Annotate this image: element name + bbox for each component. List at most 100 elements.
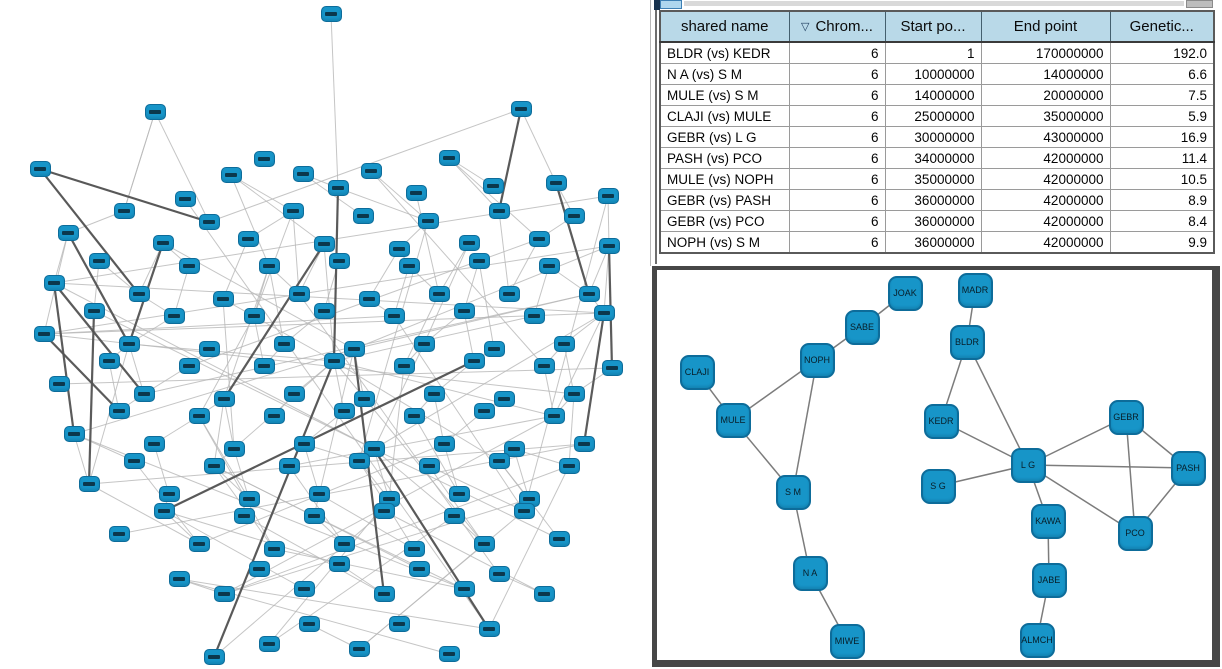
edge[interactable]	[223, 398, 235, 450]
edge[interactable]	[966, 341, 1029, 466]
network-node[interactable]	[133, 386, 155, 402]
network-node[interactable]	[343, 341, 365, 357]
network-node[interactable]	[233, 508, 255, 524]
edge[interactable]	[43, 333, 120, 412]
table-cell[interactable]: 10000000	[884, 63, 982, 85]
network-node[interactable]	[178, 258, 200, 274]
edge[interactable]	[520, 108, 557, 184]
edge[interactable]	[438, 242, 470, 295]
network-node[interactable]	[383, 308, 405, 324]
edge[interactable]	[268, 515, 455, 645]
table-cell[interactable]: 42000000	[980, 189, 1111, 211]
table-cell[interactable]: 42000000	[980, 210, 1111, 232]
network-node[interactable]	[463, 353, 485, 369]
table-row[interactable]: MULE (vs) S M 6 14000000 20000000 7.5	[659, 84, 1215, 106]
network-node[interactable]	[328, 253, 350, 269]
network-node-miwe[interactable]: MIWE	[829, 623, 865, 659]
edge[interactable]	[448, 157, 500, 212]
network-node-gebr[interactable]: GEBR	[1108, 399, 1144, 435]
network-node[interactable]	[282, 203, 304, 219]
table-row[interactable]: NOPH (vs) S M 6 36000000 42000000 9.9	[659, 231, 1215, 254]
network-node[interactable]	[78, 476, 100, 492]
network-node[interactable]	[178, 358, 200, 374]
network-node[interactable]	[423, 386, 445, 402]
table-row[interactable]: GEBR (vs) PASH 6 36000000 42000000 8.9	[659, 189, 1215, 211]
table-cell[interactable]: 6	[788, 105, 886, 127]
network-node[interactable]	[220, 167, 242, 183]
table-tab[interactable]	[660, 0, 682, 9]
table-cell[interactable]: 8.4	[1109, 210, 1215, 232]
network-node[interactable]	[144, 104, 166, 120]
network-node[interactable]	[428, 286, 450, 302]
network-node-sabe[interactable]: SABE	[844, 309, 880, 345]
table-cell[interactable]: 42000000	[980, 168, 1111, 190]
network-node[interactable]	[323, 353, 345, 369]
edge[interactable]	[553, 312, 605, 417]
network-node-madr[interactable]: MADR	[957, 272, 993, 308]
network-node-jabe[interactable]: JABE	[1031, 562, 1067, 598]
network-node[interactable]	[403, 541, 425, 557]
network-node-s-g[interactable]: S G	[920, 468, 956, 504]
edge[interactable]	[303, 443, 320, 495]
edge[interactable]	[478, 260, 495, 350]
network-node[interactable]	[405, 185, 427, 201]
network-node[interactable]	[478, 621, 500, 637]
table-cell[interactable]: 7.5	[1109, 84, 1215, 106]
network-node[interactable]	[363, 441, 385, 457]
network-node-l-g[interactable]: L G	[1010, 447, 1046, 483]
column-header-1[interactable]: ▽ Chrom...	[788, 10, 886, 43]
edge[interactable]	[554, 182, 591, 295]
edge[interactable]	[198, 315, 255, 417]
network-node[interactable]	[468, 253, 490, 269]
network-node[interactable]	[163, 308, 185, 324]
edge[interactable]	[223, 243, 325, 400]
table-cell[interactable]: 35000000	[980, 105, 1111, 127]
network-node[interactable]	[313, 303, 335, 319]
network-node[interactable]	[353, 391, 375, 407]
edge[interactable]	[39, 168, 140, 295]
table-cell[interactable]: MULE (vs) NOPH	[659, 168, 790, 190]
network-node[interactable]	[493, 391, 515, 407]
table-cell[interactable]: BLDR (vs) KEDR	[659, 41, 790, 64]
table-cell[interactable]: 6	[788, 168, 886, 190]
network-node[interactable]	[33, 326, 55, 342]
table-cell[interactable]: 20000000	[980, 84, 1111, 106]
edge[interactable]	[323, 243, 335, 362]
column-header-2[interactable]: Start po...	[884, 10, 982, 43]
edge[interactable]	[222, 298, 335, 362]
network-node[interactable]	[278, 458, 300, 474]
table-cell[interactable]: 5.9	[1109, 105, 1215, 127]
edge[interactable]	[173, 265, 190, 317]
subnetwork-view[interactable]: JOAK SABE NOPH CLAJI MULE MADR BLDR KEDR S M N A M…	[657, 270, 1212, 660]
edge[interactable]	[288, 415, 555, 467]
network-node[interactable]	[238, 491, 260, 507]
network-node[interactable]	[57, 225, 79, 241]
table-cell[interactable]: NOPH (vs) S M	[659, 231, 790, 254]
edge[interactable]	[223, 465, 570, 595]
table-cell[interactable]: 6	[788, 63, 886, 85]
network-node[interactable]	[510, 101, 532, 117]
network-node[interactable]	[153, 503, 175, 519]
network-node[interactable]	[533, 586, 555, 602]
edge[interactable]	[582, 312, 606, 445]
network-node-claji[interactable]: CLAJI	[679, 354, 715, 390]
edge[interactable]	[383, 510, 545, 595]
edge[interactable]	[373, 312, 605, 450]
edge[interactable]	[67, 232, 130, 345]
network-node[interactable]	[482, 178, 504, 194]
network-node[interactable]	[203, 458, 225, 474]
scrollbar-thumb[interactable]	[1186, 0, 1213, 8]
network-node[interactable]	[448, 486, 470, 502]
network-node[interactable]	[597, 188, 619, 204]
network-node[interactable]	[212, 291, 234, 307]
main-network-view[interactable]	[0, 0, 650, 669]
network-node[interactable]	[63, 426, 85, 442]
network-node[interactable]	[433, 436, 455, 452]
network-node[interactable]	[388, 241, 410, 257]
network-node[interactable]	[408, 561, 430, 577]
edge[interactable]	[358, 543, 485, 650]
table-cell[interactable]: 1	[884, 41, 982, 64]
table-cell[interactable]: 9.9	[1109, 231, 1215, 254]
edge[interactable]	[428, 465, 525, 512]
table-cell[interactable]: 25000000	[884, 105, 982, 127]
